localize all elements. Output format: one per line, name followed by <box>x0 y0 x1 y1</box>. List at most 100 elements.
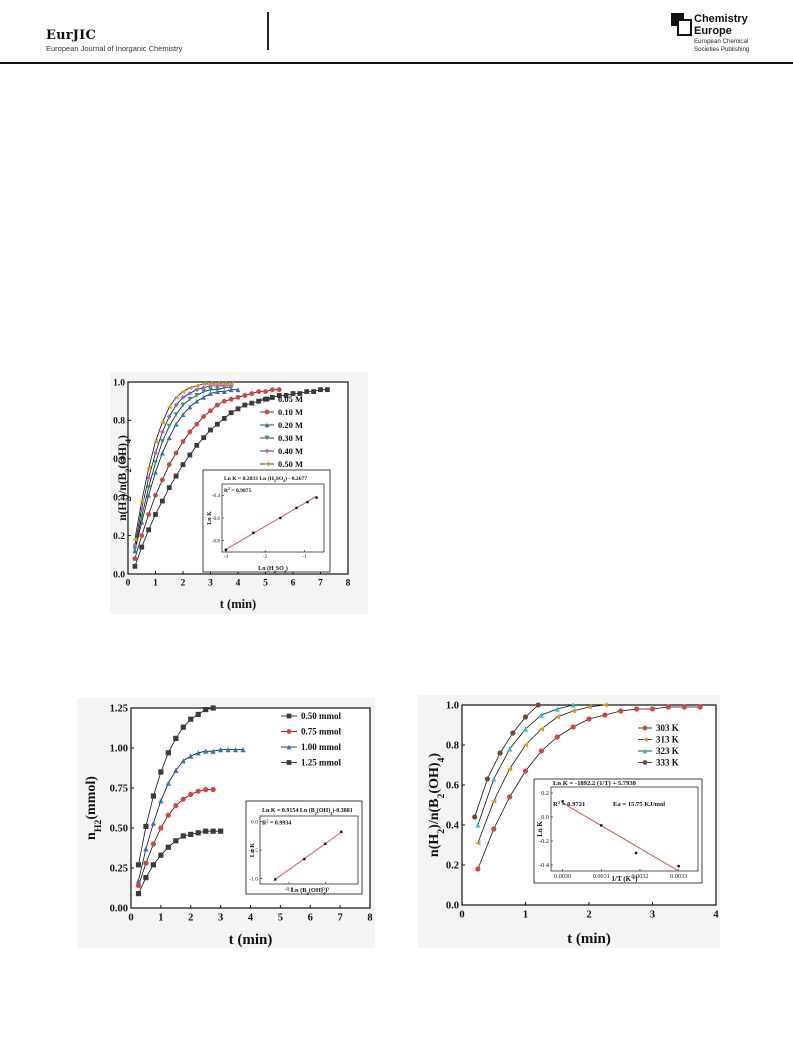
data-point <box>203 787 209 793</box>
inset-data-point <box>677 865 680 868</box>
data-point <box>135 878 142 884</box>
x-tick-label: 5 <box>278 913 283 924</box>
y-tick-label: 0.4 <box>446 821 460 832</box>
data-point <box>180 402 186 408</box>
data-point <box>165 812 171 818</box>
inset-frame <box>202 469 331 573</box>
inset-x-axis-label: 1/T (K-1) <box>612 875 639 883</box>
data-point <box>158 798 164 804</box>
series-group <box>135 747 246 884</box>
data-point <box>214 402 220 408</box>
legend-label: 0.05 M <box>278 394 303 404</box>
data-point <box>507 766 513 772</box>
data-point <box>166 404 172 410</box>
y-tick-label: 0.2 <box>446 861 459 872</box>
chemistry-europe-logo-icon <box>671 13 692 36</box>
data-point <box>221 398 227 404</box>
data-point <box>269 387 275 393</box>
legend-marker <box>642 748 648 754</box>
data-point <box>166 462 172 467</box>
data-point <box>602 702 608 708</box>
data-point <box>538 726 544 732</box>
inset-y-tick-label: -0.6 <box>212 516 221 522</box>
inset-data-point <box>324 842 327 845</box>
inset-data-point <box>295 506 298 509</box>
data-point <box>242 393 248 398</box>
inset-data-point <box>279 516 282 520</box>
data-point <box>249 400 255 406</box>
data-point <box>201 381 207 387</box>
data-point <box>180 394 186 400</box>
inset-x-tick-label: -0.5 <box>285 887 294 893</box>
legend-marker <box>264 461 270 467</box>
data-point <box>634 706 640 712</box>
x-tick-label: 1 <box>158 913 163 924</box>
data-point <box>187 396 193 402</box>
data-point <box>522 768 529 774</box>
data-point <box>153 460 158 466</box>
data-point <box>507 746 513 752</box>
inset-equation: Ln K = 0.2033 Ln (H2SO4) - 0.2677 <box>224 475 307 483</box>
data-point <box>153 450 158 456</box>
data-point <box>158 825 164 831</box>
x-tick-label: 2 <box>586 910 591 921</box>
series-group <box>472 702 541 820</box>
data-point <box>235 394 241 400</box>
data-point <box>290 391 296 396</box>
data-point <box>221 381 227 387</box>
publisher-name-line-2: Europe <box>694 25 732 37</box>
inset-y-axis-label: Ln K <box>207 511 213 525</box>
inset-r2: R2 = 0.9875 <box>224 487 252 494</box>
data-point <box>187 385 193 391</box>
inset-x-tick-label: -3 <box>224 554 229 560</box>
x-tick-label: 0 <box>126 579 131 589</box>
data-point <box>146 492 152 498</box>
x-tick-label: 3 <box>650 910 655 921</box>
data-point <box>535 702 541 708</box>
data-point <box>240 747 246 753</box>
data-point <box>324 387 330 393</box>
data-point <box>522 714 529 720</box>
data-point <box>194 421 200 427</box>
page-header: EurJIC European Journal of Inorganic Che… <box>0 0 793 64</box>
data-point <box>538 712 544 718</box>
data-point <box>158 852 164 858</box>
data-point <box>522 726 529 732</box>
x-axis-label: t (min) <box>229 932 273 948</box>
inset-x-tick-label: 0.0030 <box>554 873 571 880</box>
y-tick-label: 0.75 <box>110 784 128 795</box>
inset-frame <box>533 778 703 884</box>
y-tick-label: 0.25 <box>110 864 128 875</box>
data-point <box>235 406 241 412</box>
data-point <box>180 462 186 467</box>
inset-r2: R2 = 0.9721 <box>553 800 585 809</box>
y-tick-label: 1.0 <box>446 701 459 712</box>
y-tick-label: 0.8 <box>113 417 125 427</box>
inset-y-tick-label: 0.0 <box>541 814 549 821</box>
publisher-subtitle-line-1: European Chemical <box>694 38 749 45</box>
y-tick-label: 0.0 <box>113 570 125 580</box>
series-group <box>475 702 608 846</box>
x-tick-label: 1 <box>523 910 528 921</box>
x-tick-label: 6 <box>308 913 313 924</box>
x-tick-label: 3 <box>218 913 223 924</box>
series-line <box>134 389 280 559</box>
inset-fit-line <box>225 495 317 550</box>
legend-label: 313 K <box>656 735 679 745</box>
data-point <box>208 381 213 387</box>
data-point <box>146 527 152 533</box>
data-point <box>135 883 142 889</box>
data-point <box>159 419 165 425</box>
data-point <box>484 776 490 782</box>
x-axis-label: t (min) <box>567 931 611 947</box>
data-point <box>491 826 497 832</box>
legend-marker <box>642 737 648 742</box>
legend-label: 0.30 M <box>278 433 303 443</box>
data-point <box>153 469 158 475</box>
inset-fit-line <box>562 802 679 872</box>
legend-label: 1.00 mmol <box>301 742 341 752</box>
inset-y-tick-label: -0.2 <box>539 838 549 845</box>
data-point <box>188 791 194 797</box>
data-point <box>173 735 179 741</box>
data-point <box>228 410 234 416</box>
